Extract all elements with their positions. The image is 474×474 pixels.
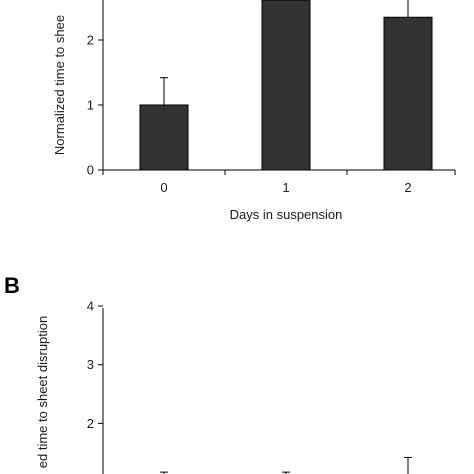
bars-b: [160, 456, 412, 474]
bar-a-2: [383, 16, 433, 171]
chart-panel-a: 0 1 2 0 1 2 Normalized time to shee Days in …: [52, 0, 456, 222]
y-axis-title-b: ed time to sheet disruption: [35, 316, 50, 468]
y-tick-label-a-1: 1: [87, 98, 94, 113]
bars-a: [139, 0, 433, 171]
y-ticks-a: 0 1 2: [87, 33, 103, 178]
y-tick-label-b-0: 2: [87, 416, 94, 431]
bar-a-0: [139, 104, 189, 171]
y-ticks-b: 2 3 4: [87, 299, 103, 431]
y-tick-label-b-2: 4: [87, 299, 94, 314]
x-tick-label-a-1: 1: [282, 180, 289, 195]
x-axis-title-a: Days in suspension: [230, 207, 343, 222]
y-tick-label-a-0: 0: [87, 163, 94, 178]
bar-a-1: [261, 0, 311, 171]
y-tick-label-a-2: 2: [87, 33, 94, 48]
y-tick-label-b-1: 3: [87, 357, 94, 372]
x-ticks-a: 0 1 2: [102, 170, 456, 195]
chart-panel-b: B 2 3 4 ed time to sheet disruption: [4, 273, 412, 474]
x-tick-label-a-0: 0: [160, 180, 167, 195]
panel-letter-b: B: [4, 273, 20, 298]
x-tick-label-a-2: 2: [404, 180, 411, 195]
y-axis-title-a: Normalized time to shee: [52, 15, 67, 155]
